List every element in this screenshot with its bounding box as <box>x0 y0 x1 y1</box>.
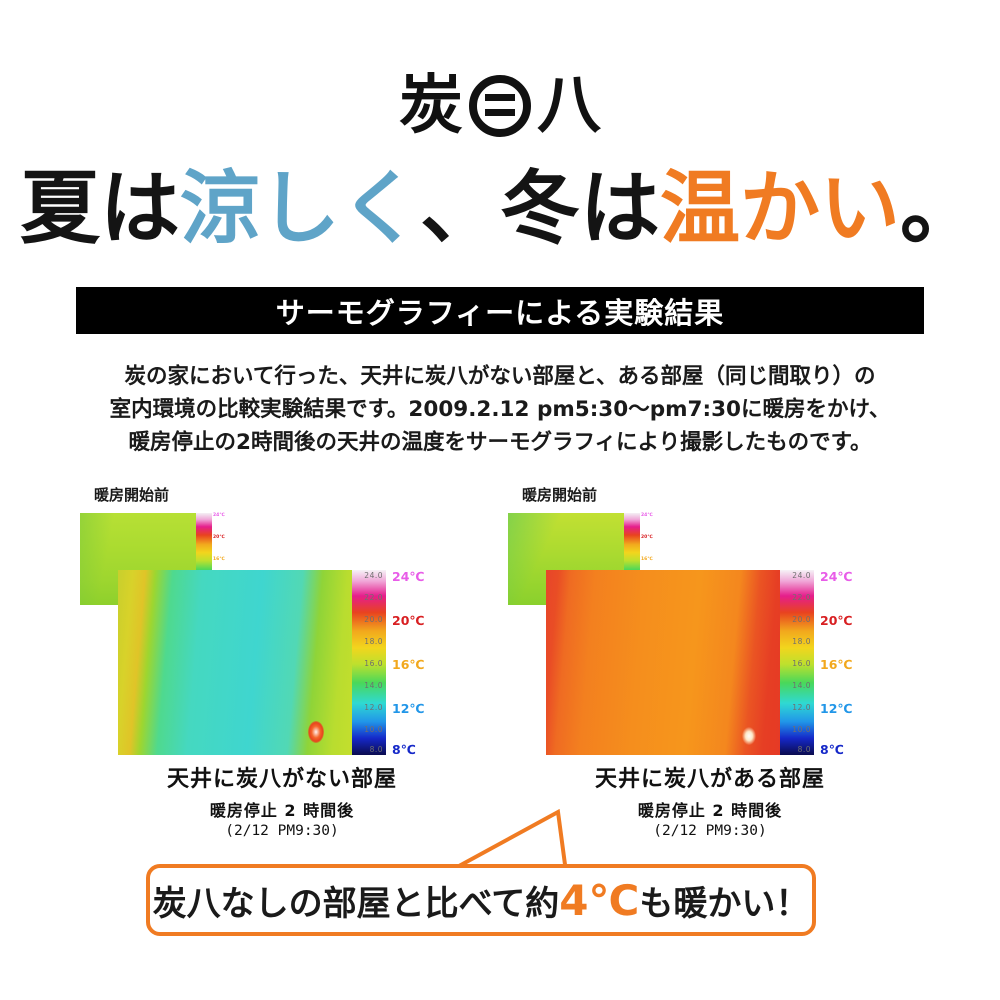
panel-left-main-thermal-bitmap <box>118 570 352 755</box>
brand-kanji-right: 八 <box>537 68 601 143</box>
panel-right-caption: 天井に炭八がある部屋 暖房停止 2 時間後 (2/12 PM9:30) <box>500 761 920 839</box>
panel-right-inset-legend-24: 24℃ <box>641 513 653 518</box>
panel-right-hot-spot <box>742 727 756 745</box>
callout-text: 炭八なしの部屋と比べて約4℃も暖かい！ <box>153 876 810 925</box>
panel-left-legend: 24℃ 20℃ 16℃ 12℃ 8℃ <box>386 570 438 755</box>
panel-right-legend-24: 24℃ <box>820 569 853 584</box>
panel-left-legend-24: 24℃ <box>392 569 425 584</box>
panel-right-scale-14: 14.0 <box>792 681 811 690</box>
panel-right-scale-10: 10.0 <box>792 725 811 734</box>
panel-right-inset-legend-20: 20℃ <box>641 535 653 540</box>
callout-highlight-temp: 4℃ <box>559 875 640 925</box>
headline-part-1: 夏は <box>20 161 180 255</box>
panel-left-caption-line-2: 暖房停止 2 時間後 <box>209 801 355 820</box>
panel-right-pre-heating-label: 暖房開始前 <box>522 486 598 504</box>
circle-bars-logo-icon <box>469 75 531 137</box>
panel-left-scale-12: 12.0 <box>364 703 383 712</box>
panel-right-scale-16: 16.0 <box>792 659 811 668</box>
thermography-panel-no-sumihachi: 暖房開始前 24℃ 20℃ 16℃ 12℃ 8℃ 24.0 22.0 20.0 … <box>72 484 492 844</box>
brand-logo: 炭 八 <box>0 62 1000 150</box>
panel-right-color-bar: 24.0 22.0 20.0 18.0 16.0 14.0 12.0 10.0 … <box>780 570 814 755</box>
panel-left-color-bar: 24.0 22.0 20.0 18.0 16.0 14.0 12.0 10.0 … <box>352 570 386 755</box>
panel-right-scale-24: 24.0 <box>792 571 811 580</box>
panel-right-legend-16: 16℃ <box>820 657 853 672</box>
panel-right-scale-22: 22.0 <box>792 593 811 602</box>
callout-text-after: も暖かい！ <box>639 883 810 924</box>
panel-left-inset-legend-24: 24℃ <box>213 513 225 518</box>
headline-part-3: 、冬は <box>420 161 660 255</box>
callout-box: 炭八なしの部屋と比べて約4℃も暖かい！ <box>146 864 816 936</box>
panel-right-scale-12: 12.0 <box>792 703 811 712</box>
callout-pointer-shape <box>447 808 568 874</box>
page-headline: 夏は 涼しく 、冬は 温かい 。 <box>0 158 1000 258</box>
panel-right-scale-8: 8.0 <box>797 745 811 754</box>
panel-left-scale-24: 24.0 <box>364 571 383 580</box>
panel-left-caption-line-1: 天井に炭八がない部屋 <box>166 767 397 792</box>
panel-left-scale-10: 10.0 <box>364 725 383 734</box>
intro-paragraph: 炭の家において行った、天井に炭八がない部屋と、ある部屋（同じ間取り）の 室内環境… <box>70 360 930 459</box>
panel-right-main-thermal-bitmap <box>546 570 780 755</box>
panel-left-scale-16: 16.0 <box>364 659 383 668</box>
panel-right-caption-line-3: (2/12 PM9:30) <box>653 823 767 839</box>
panel-left-hot-spot <box>308 721 324 743</box>
panel-left-caption: 天井に炭八がない部屋 暖房停止 2 時間後 (2/12 PM9:30) <box>72 761 492 839</box>
panel-left-legend-12: 12℃ <box>392 701 425 716</box>
panel-right-legend-8: 8℃ <box>820 742 844 757</box>
intro-line-2: 室内環境の比較実験結果です。2009.2.12 pm5:30〜pm7:30に暖房… <box>109 397 891 422</box>
headline-part-cool: 涼しく <box>180 161 420 255</box>
panel-left-caption-line-3: (2/12 PM9:30) <box>225 823 339 839</box>
panel-right-legend-20: 20℃ <box>820 613 853 628</box>
panel-left-scale-18: 18.0 <box>364 637 383 646</box>
panel-left-legend-8: 8℃ <box>392 742 416 757</box>
panel-left-scale-22: 22.0 <box>364 593 383 602</box>
panel-right-main-thermal-image: 24.0 22.0 20.0 18.0 16.0 14.0 12.0 10.0 … <box>546 570 866 756</box>
panel-left-inset-legend-20: 20℃ <box>213 535 225 540</box>
panel-left-scale-14: 14.0 <box>364 681 383 690</box>
panel-left-scale-20: 20.0 <box>364 615 383 624</box>
panel-right-legend: 24℃ 20℃ 16℃ 12℃ 8℃ <box>814 570 866 755</box>
intro-line-3: 暖房停止の2時間後の天井の温度をサーモグラフィにより撮影したものです。 <box>128 430 872 455</box>
section-banner-title: サーモグラフィーによる実験結果 <box>275 295 725 330</box>
headline-part-warm: 温かい <box>660 161 900 255</box>
section-banner: サーモグラフィーによる実験結果 <box>76 287 924 334</box>
panel-right-caption-line-1: 天井に炭八がある部屋 <box>594 767 825 792</box>
panel-left-pre-heating-label: 暖房開始前 <box>94 486 170 504</box>
thermography-panel-with-sumihachi: 暖房開始前 24℃ 20℃ 16℃ 12℃ 8℃ 24.0 22.0 20.0 … <box>500 484 920 844</box>
panel-left-scale-8: 8.0 <box>369 745 383 754</box>
panel-right-legend-12: 12℃ <box>820 701 853 716</box>
panel-right-scale-18: 18.0 <box>792 637 811 646</box>
brand-kanji-left: 炭 <box>399 68 463 143</box>
panel-left-inset-legend-16: 16℃ <box>213 557 225 562</box>
panel-left-legend-16: 16℃ <box>392 657 425 672</box>
panel-right-caption-line-2: 暖房停止 2 時間後 <box>637 801 783 820</box>
panel-right-inset-legend-16: 16℃ <box>641 557 653 562</box>
headline-part-5: 。 <box>900 161 980 255</box>
panel-right-scale-20: 20.0 <box>792 615 811 624</box>
panel-left-main-thermal-image: 24.0 22.0 20.0 18.0 16.0 14.0 12.0 10.0 … <box>118 570 438 756</box>
panel-left-legend-20: 20℃ <box>392 613 425 628</box>
callout-text-before: 炭八なしの部屋と比べて約 <box>152 883 560 924</box>
intro-line-1: 炭の家において行った、天井に炭八がない部屋と、ある部屋（同じ間取り）の <box>124 364 876 389</box>
